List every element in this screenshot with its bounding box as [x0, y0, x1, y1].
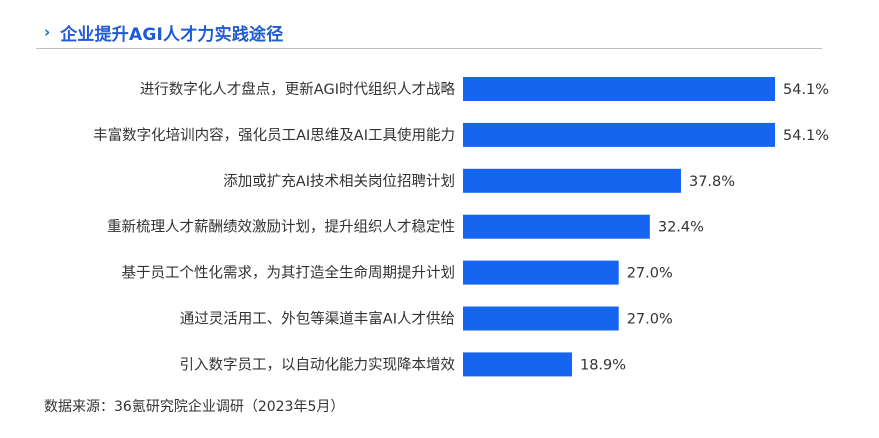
bar-chart: 进行数字化人才盘点，更新AGI时代组织人才战略 54.1% 丰富数字化培训内容，强化… [93, 77, 829, 377]
category-label: 丰富数字化培训内容，强化员工AI思维及AI工具使用能力 [93, 126, 455, 144]
bar [463, 122, 775, 147]
value-label: 37.8% [689, 174, 735, 190]
value-label: 54.1% [783, 82, 829, 98]
value-label: 54.1% [783, 128, 829, 144]
category-label: 引入数字员工，以自动化能力实现降本增效 [180, 356, 456, 373]
category-label: 进行数字化人才盘点，更新AGI时代组织人才战略 [140, 80, 456, 98]
chart-title: 企业提升AGI人才力实践途径 [60, 24, 284, 45]
value-label: 18.9% [580, 357, 626, 373]
category-label: 添加或扩充AI技术相关岗位招聘计划 [223, 173, 455, 190]
category-label: 重新梳理人才薪酬绩效激励计划，提升组织人才稳定性 [107, 219, 455, 236]
chart-header: › 企业提升AGI人才力实践途径 [44, 18, 283, 46]
bar [463, 306, 619, 331]
bar [463, 352, 572, 377]
value-label: 27.0% [627, 312, 673, 328]
data-source-note: 数据来源：36氪研究院企业调研（2023年5月） [44, 399, 345, 415]
bar [463, 168, 681, 193]
bar [463, 214, 650, 239]
value-label: 32.4% [658, 220, 704, 236]
value-label: 27.0% [627, 266, 673, 282]
bar [463, 77, 775, 101]
category-label: 基于员工个性化需求，为其打造全生命周期提升计划 [122, 264, 456, 282]
header-divider [36, 48, 822, 49]
bar [463, 260, 619, 285]
chevron-right-icon: › [44, 23, 51, 41]
category-label: 通过灵活用工、外包等渠道丰富AI人才供给 [180, 310, 455, 328]
